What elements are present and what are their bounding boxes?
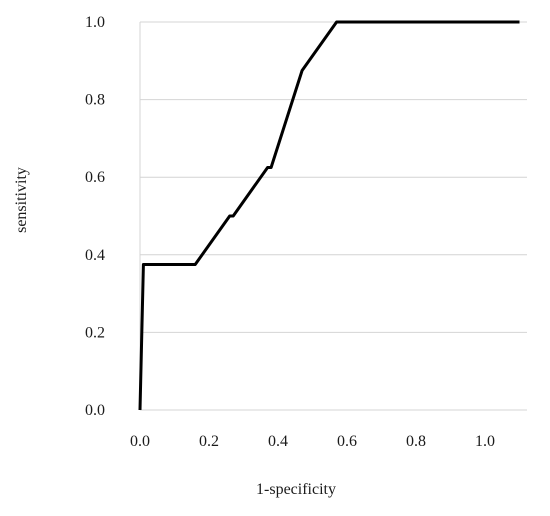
x-tick-label: 0.6 xyxy=(337,433,357,450)
y-tick-label: 0.4 xyxy=(85,247,105,264)
y-axis-label: sensitivity xyxy=(13,167,30,233)
y-tick-label: 0.2 xyxy=(85,324,105,341)
x-tick-label: 0.0 xyxy=(130,433,150,450)
y-axis-ticks: 0.0 0.2 0.4 0.6 0.8 1.0 xyxy=(85,14,105,419)
roc-curve-line xyxy=(138,20,520,411)
y-tick-label: 0.6 xyxy=(85,169,105,186)
y-tick-label: 0.0 xyxy=(85,402,105,419)
x-axis-label: 1-specificity xyxy=(256,481,336,498)
y-tick-label: 0.8 xyxy=(85,92,105,109)
grid-lines xyxy=(140,21,527,411)
x-tick-label: 0.4 xyxy=(268,433,288,450)
y-tick-label: 1.0 xyxy=(85,14,105,31)
x-axis-ticks: 0.0 0.2 0.4 0.6 0.8 1.0 xyxy=(130,433,495,450)
x-tick-label: 1.0 xyxy=(475,433,495,450)
series-layer xyxy=(138,20,520,411)
x-tick-label: 0.8 xyxy=(406,433,426,450)
x-tick-label: 0.2 xyxy=(199,433,219,450)
